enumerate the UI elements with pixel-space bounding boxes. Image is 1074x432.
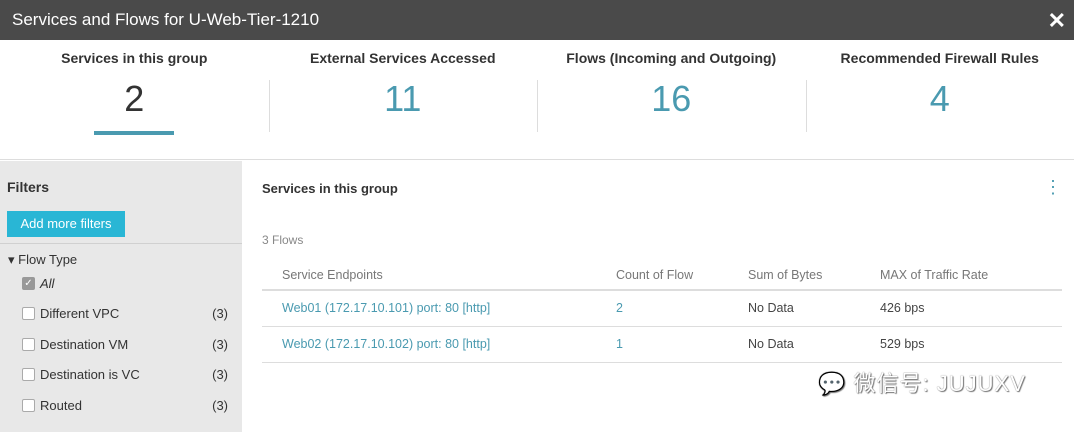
filter-routed[interactable]: Routed (3) [0, 390, 242, 421]
active-indicator [94, 131, 175, 135]
group-label: Flow Type [18, 252, 78, 267]
stat-value: 11 [384, 78, 422, 119]
filter-count: (3) [212, 306, 228, 322]
services-table: Service Endpoints Count of Flow Sum of B… [262, 260, 1062, 363]
filter-count: (3) [212, 367, 228, 383]
column-header[interactable]: MAX of Traffic Rate [860, 260, 1062, 291]
caret-down-icon: ▾ [8, 252, 15, 267]
column-header[interactable]: Service Endpoints [262, 260, 596, 291]
stat-label: External Services Accessed [310, 50, 496, 66]
panel-title: Services in this group [262, 181, 398, 196]
rate-cell: 529 bps [860, 326, 1062, 363]
filter-destination-vc[interactable]: Destination is VC (3) [0, 360, 242, 391]
filter-label: Destination VM [40, 336, 129, 352]
watermark: 💬 微信号: JUJUXV [818, 366, 1026, 398]
dialog-title: Services and Flows for U-Web-Tier-1210 [0, 0, 1074, 40]
close-icon[interactable]: ✕ [1047, 8, 1066, 33]
filter-label: Destination is VC [40, 367, 140, 383]
endpoint-link[interactable]: Web01 (172.17.10.101) port: 80 [http] [262, 290, 596, 327]
filter-count: (3) [212, 336, 228, 352]
add-filters-button[interactable]: Add more filters [7, 211, 125, 237]
filters-title: Filters [7, 179, 50, 195]
checkbox[interactable] [22, 368, 35, 382]
filter-all[interactable]: ✓ All [0, 268, 242, 299]
stat-firewall-rules[interactable]: Recommended Firewall Rules 4 [805, 40, 1074, 159]
divider [0, 243, 242, 244]
stat-label: Services in this group [61, 50, 208, 66]
stat-value: 4 [929, 78, 950, 119]
table-row: Web02 (172.17.10.102) port: 80 [http] 1 … [262, 326, 1062, 363]
filter-count: (3) [212, 397, 228, 413]
table-header: Service Endpoints Count of Flow Sum of B… [262, 260, 1062, 291]
checkbox[interactable] [22, 307, 35, 321]
checkbox-checked[interactable]: ✓ [22, 276, 35, 290]
stat-services[interactable]: Services in this group 2 [0, 40, 269, 159]
filter-different-vpc[interactable]: Different VPC (3) [0, 299, 242, 330]
rate-cell: 426 bps [860, 290, 1062, 327]
stat-value: 2 [124, 78, 145, 119]
flow-count: 3 Flows [262, 233, 304, 247]
checkbox[interactable] [22, 337, 35, 351]
wechat-icon: 💬 [818, 371, 847, 396]
bytes-cell: No Data [728, 290, 860, 327]
stat-flows[interactable]: Flows (Incoming and Outgoing) 16 [537, 40, 806, 159]
stat-label: Flows (Incoming and Outgoing) [566, 50, 777, 66]
services-panel: Services in this group ⋮ 3 Flows Service… [242, 161, 1074, 432]
checkbox[interactable] [22, 398, 35, 412]
filters-panel: Filters Add more filters ▾ Flow Type ✓ Al… [0, 161, 242, 432]
column-header[interactable]: Count of Flow [596, 260, 728, 291]
filter-label: Routed [40, 397, 82, 413]
title-text: Services and Flows for U-Web-Tier-1210 [12, 10, 320, 29]
stat-external-services[interactable]: External Services Accessed 11 [268, 40, 538, 159]
bytes-cell: No Data [728, 326, 860, 363]
stat-label: Recommended Firewall Rules [840, 50, 1039, 66]
stats-bar: Services in this group 2 External Service… [0, 40, 1074, 160]
endpoint-link[interactable]: Web02 (172.17.10.102) port: 80 [http] [262, 326, 596, 363]
watermark-text: 微信号: JUJUXV [853, 371, 1026, 396]
column-header[interactable]: Sum of Bytes [728, 260, 860, 291]
flow-count-link[interactable]: 1 [596, 326, 728, 363]
filter-label: Different VPC [40, 306, 120, 322]
table-row: Web01 (172.17.10.101) port: 80 [http] 2 … [262, 290, 1062, 327]
stat-value: 16 [651, 78, 692, 119]
filter-label: All [40, 275, 55, 291]
filter-destination-vm[interactable]: Destination VM (3) [0, 329, 242, 360]
more-options-icon[interactable]: ⋮ [1044, 177, 1062, 197]
flow-count-link[interactable]: 2 [596, 290, 728, 327]
flow-type-toggle[interactable]: ▾ Flow Type [0, 244, 242, 268]
